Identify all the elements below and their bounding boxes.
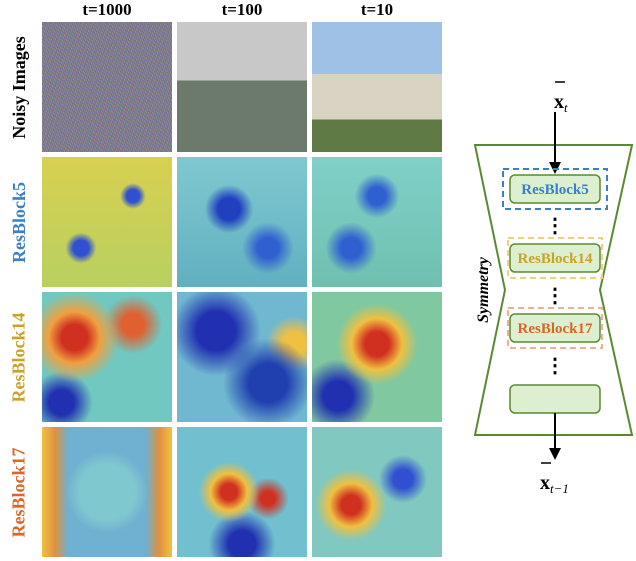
output-var: x: [540, 472, 550, 494]
heatmap: [177, 427, 307, 557]
noisy-image: [42, 22, 172, 152]
dots: ⋮: [545, 285, 565, 307]
symmetry-label: Symmetry: [475, 256, 492, 323]
page: t=1000 t=100 t=10 Noisy Images ResBlock5…: [0, 0, 636, 561]
row-label-text: Noisy Images: [9, 36, 30, 139]
heatmap: [312, 427, 442, 557]
noisy-image: [177, 22, 307, 152]
heatmap: [42, 292, 172, 422]
heatmap: [42, 427, 172, 557]
diagram: xt Symmetry ResBlock5 ⋮ ResBlock14 ⋮ Res…: [460, 0, 636, 561]
heatmap: [177, 157, 307, 287]
input-sub: t: [564, 100, 568, 115]
row-label: Noisy Images: [2, 22, 36, 152]
row-label: ResBlock17: [2, 427, 36, 557]
heatmap: [42, 157, 172, 287]
column-header: t=10: [312, 0, 442, 20]
dots: ⋮: [545, 355, 565, 377]
heatmap: [312, 157, 442, 287]
block-label: ResBlock5: [521, 182, 589, 198]
column-header: t=100: [177, 0, 307, 20]
column-header: t=1000: [42, 0, 172, 20]
row-label-text: ResBlock14: [9, 312, 30, 402]
heatmap: [312, 292, 442, 422]
noisy-image: [312, 22, 442, 152]
dots: ⋮: [545, 215, 565, 237]
row-label-text: ResBlock17: [9, 447, 30, 537]
row-label: ResBlock5: [2, 157, 36, 287]
output-label: xt−1: [540, 472, 569, 496]
block-label: ResBlock17: [518, 321, 594, 337]
arrow-head: [549, 448, 561, 460]
output-sub: t−1: [550, 481, 569, 496]
heatmap: [177, 292, 307, 422]
row-label: ResBlock14: [2, 292, 36, 422]
block-label: ResBlock14: [518, 251, 594, 267]
block: [510, 385, 600, 413]
input-var: x: [554, 91, 564, 113]
row-label-text: ResBlock5: [9, 182, 30, 263]
input-label: xt: [554, 91, 568, 115]
